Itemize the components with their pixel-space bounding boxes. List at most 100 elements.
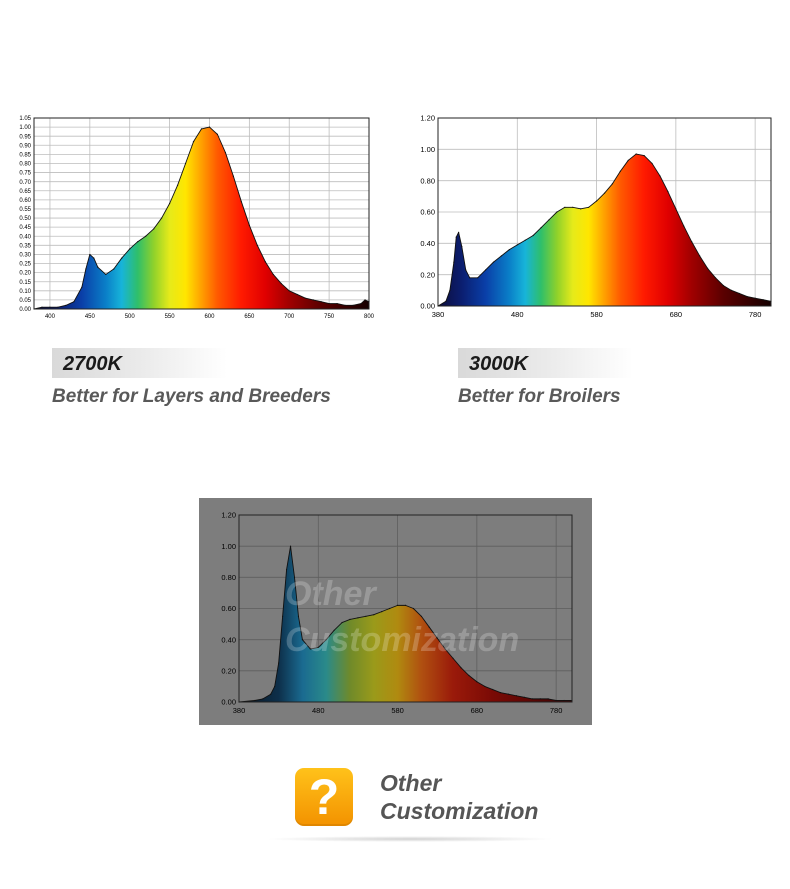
x-tick-label: 780 — [749, 310, 762, 319]
x-tick-label: 800 — [364, 314, 375, 320]
spectrum-area — [239, 545, 572, 702]
data-point — [500, 255, 503, 257]
chart-3000k-description: Better for Broilers — [458, 386, 621, 407]
data-point — [461, 245, 463, 248]
plot-frame — [437, 117, 772, 307]
y-tick-label: 0.80 — [19, 162, 31, 168]
y-tick-label: 0.65 — [19, 189, 31, 195]
y-tick-label: 0.55 — [19, 207, 31, 213]
data-point — [484, 685, 486, 688]
x-tick-label: 380 — [432, 310, 445, 319]
data-point — [469, 277, 471, 279]
y-tick-label: 0.40 — [221, 635, 236, 644]
y-tick-label: 0.10 — [19, 289, 31, 295]
chart-3000k-title: 3000K — [469, 353, 528, 375]
data-point — [515, 695, 518, 697]
y-tick-label: 0.85 — [19, 152, 31, 158]
data-point — [738, 292, 740, 295]
data-point — [312, 299, 314, 301]
x-tick-label: 450 — [85, 314, 96, 320]
y-tick-label: 0.90 — [19, 143, 31, 149]
data-point — [564, 206, 566, 208]
data-point — [57, 306, 59, 308]
spectrum-chart-custom: 380 480 580 680 780 0.00 0.20 0.40 0.60 0.80 1.00 1… — [221, 511, 573, 715]
y-tick-label: 0.20 — [420, 270, 435, 279]
data-point — [121, 257, 123, 259]
y-tick-label: 1.20 — [420, 114, 435, 123]
spectrum-chart-3000k: 380 480 580 680 780 0.00 0.20 0.40 0.60 0.80 1.00 1… — [420, 114, 772, 319]
data-point — [722, 285, 725, 287]
data-point — [328, 302, 330, 305]
data-point — [285, 568, 288, 571]
other-customization-line-2: Customization — [380, 798, 539, 824]
data-point — [428, 626, 430, 628]
data-point — [572, 206, 574, 208]
data-point — [412, 607, 415, 610]
data-point — [264, 261, 266, 263]
question-mark-glyph: ? — [308, 769, 340, 825]
y-tick-label: 0.60 — [420, 208, 435, 217]
data-point — [81, 286, 83, 288]
y-tick-label: 0.25 — [19, 262, 31, 268]
y-tick-label: 0.80 — [420, 176, 435, 185]
y-tick-label: 0.60 — [221, 604, 236, 613]
data-point — [85, 268, 87, 270]
y-tick-label: 1.00 — [420, 145, 435, 154]
data-point — [603, 192, 606, 194]
data-point — [547, 698, 549, 700]
y-tick-label: 0.40 — [420, 239, 435, 248]
data-point — [274, 685, 276, 688]
data-point — [477, 277, 479, 279]
data-point — [65, 304, 67, 306]
data-point — [523, 696, 526, 698]
data-point — [289, 545, 292, 547]
chart-2700k-label: 2700K — [52, 348, 227, 378]
watermark-line-1: Other — [285, 575, 376, 613]
data-point — [349, 618, 351, 621]
x-tick-label: 680 — [471, 706, 484, 715]
x-tick-label: 700 — [284, 314, 295, 320]
data-point — [49, 306, 51, 308]
data-point — [588, 206, 590, 208]
data-point — [208, 126, 211, 128]
data-point — [563, 699, 565, 702]
data-point — [176, 184, 179, 186]
data-point — [460, 667, 462, 669]
data-point — [420, 615, 422, 617]
data-point — [282, 615, 284, 617]
data-point — [333, 629, 335, 631]
data-point — [336, 302, 338, 305]
watermark-line-2: Customization — [285, 621, 520, 659]
data-point — [161, 217, 163, 219]
data-point — [364, 299, 366, 301]
x-tick-label: 480 — [312, 706, 325, 715]
data-point — [484, 269, 487, 271]
data-point — [97, 266, 99, 268]
plot-frame — [238, 514, 573, 703]
y-tick-label: 0.80 — [221, 573, 236, 582]
data-point — [309, 648, 311, 650]
data-point — [293, 576, 296, 578]
x-tick-label: 650 — [244, 314, 255, 320]
y-tick-label: 0.30 — [19, 253, 31, 259]
y-tick-label: 0.15 — [19, 280, 31, 286]
data-point — [272, 273, 274, 276]
x-tick-label: 780 — [550, 706, 563, 715]
data-point — [492, 688, 494, 691]
data-point — [262, 698, 264, 700]
y-tick-label: 0.20 — [221, 666, 236, 675]
data-point — [762, 299, 764, 301]
other-customization-line-1: Other — [380, 770, 442, 796]
data-point — [458, 231, 460, 233]
data-point — [288, 290, 290, 292]
data-point — [556, 211, 558, 213]
data-point — [532, 234, 534, 237]
data-point — [325, 639, 327, 641]
data-point — [73, 301, 75, 303]
data-point — [452, 657, 454, 659]
y-tick-label: 0.05 — [19, 298, 31, 304]
data-point — [357, 617, 359, 619]
data-point — [129, 248, 131, 250]
data-point — [445, 300, 447, 302]
data-point — [278, 662, 280, 664]
